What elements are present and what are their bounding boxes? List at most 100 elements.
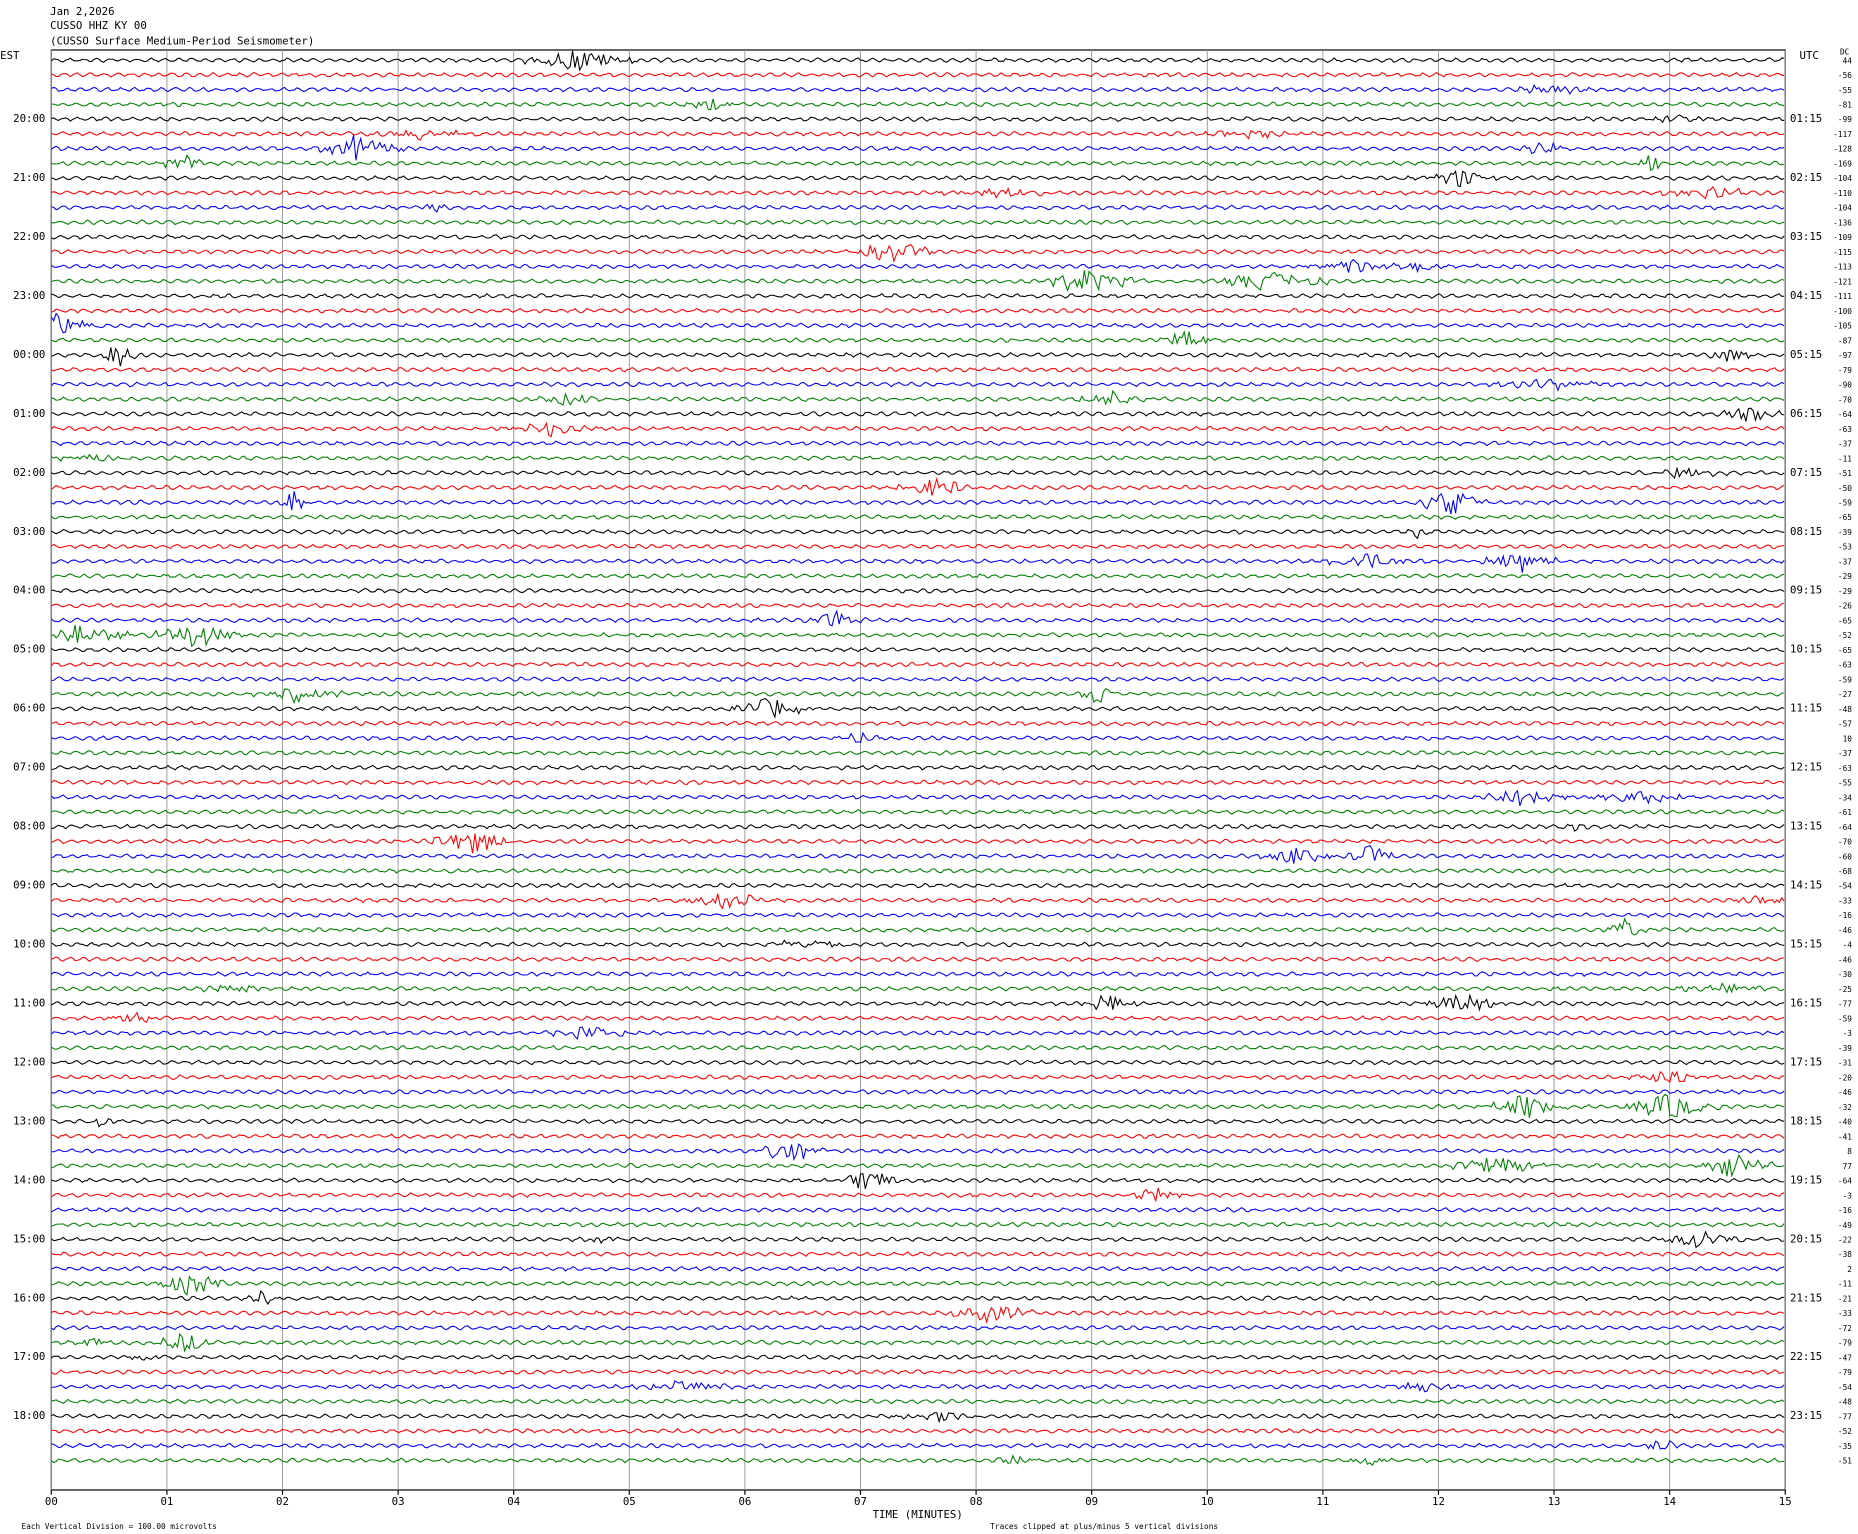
trace	[51, 440, 1785, 447]
dc-offset: -20	[1838, 1073, 1852, 1082]
dc-offset: -111	[1833, 292, 1852, 301]
utc-hour-label: 04:15	[1790, 289, 1822, 302]
dc-offset: -53	[1838, 543, 1852, 552]
x-tick-label: 02	[276, 1495, 289, 1508]
trace	[51, 1173, 1785, 1190]
dc-offset: -51	[1838, 469, 1852, 478]
trace	[51, 1411, 1785, 1424]
dc-offset: -29	[1838, 572, 1852, 581]
dc-offset: -16	[1838, 911, 1852, 920]
trace	[51, 867, 1785, 874]
dc-offset: -47	[1838, 1353, 1852, 1362]
dc-offset: -63	[1838, 425, 1852, 434]
trace	[51, 466, 1785, 480]
dc-offset: -79	[1838, 366, 1852, 375]
est-hour-label: 03:00	[13, 525, 45, 538]
left-axis-label: EST	[0, 49, 20, 62]
trace	[51, 1454, 1785, 1466]
trace	[51, 71, 1785, 78]
trace	[51, 1089, 1785, 1095]
dc-offset: -113	[1833, 263, 1852, 272]
utc-hour-label: 23:15	[1790, 1409, 1822, 1422]
trace	[51, 1117, 1785, 1128]
trace	[51, 186, 1785, 200]
x-tick-label: 06	[738, 1495, 751, 1508]
trace	[51, 98, 1785, 111]
utc-hour-label: 09:15	[1790, 584, 1822, 597]
trace	[51, 330, 1785, 345]
utc-hour-label: 07:15	[1790, 466, 1822, 479]
dc-offset: -100	[1833, 307, 1852, 316]
trace	[51, 939, 1785, 949]
dc-offset: -59	[1838, 675, 1852, 684]
est-hour-label: 06:00	[13, 702, 45, 715]
trace	[50, 1230, 1785, 1249]
dc-offset: -79	[1838, 1339, 1852, 1348]
trace	[50, 1026, 1785, 1041]
dc-offset: 2	[1847, 1265, 1852, 1274]
trace	[51, 1044, 1785, 1051]
x-tick-label: 09	[1085, 1495, 1098, 1508]
dc-offset: -37	[1838, 557, 1852, 566]
trace	[50, 750, 1785, 756]
dc-offset: 8	[1847, 1147, 1852, 1156]
dc-offset: -169	[1833, 159, 1852, 168]
dc-offset: -40	[1838, 1118, 1852, 1127]
dc-offset: -57	[1838, 720, 1852, 729]
utc-hour-label: 01:15	[1790, 112, 1822, 125]
utc-hour-label: 03:15	[1790, 230, 1822, 243]
trace	[51, 982, 1785, 994]
utc-hour-label: 13:15	[1790, 820, 1822, 833]
trace	[50, 50, 1785, 72]
trace	[51, 203, 1785, 213]
dc-offset: -55	[1838, 779, 1852, 788]
dc-offset: -60	[1838, 852, 1852, 861]
est-hour-label: 12:00	[13, 1055, 45, 1068]
trace	[51, 491, 1785, 515]
x-tick-label: 07	[854, 1495, 867, 1508]
trace	[51, 1059, 1785, 1066]
dc-offset: -63	[1838, 764, 1852, 773]
dc-offset: -54	[1838, 882, 1852, 891]
trace	[51, 1093, 1785, 1118]
dc-offset: -77	[1838, 1412, 1852, 1421]
dc-offset: -70	[1838, 395, 1852, 404]
dc-offset: -33	[1838, 896, 1852, 905]
trace	[51, 292, 1785, 299]
trace	[51, 307, 1785, 314]
est-hour-label: 08:00	[13, 820, 45, 833]
utc-hour-label: 17:15	[1790, 1055, 1822, 1068]
est-hour-label: 05:00	[13, 643, 45, 656]
trace	[50, 421, 1785, 438]
utc-hour-label: 14:15	[1790, 879, 1822, 892]
dc-offset: -87	[1838, 336, 1852, 345]
dc-offset: -48	[1838, 1398, 1852, 1407]
dc-offset: -65	[1838, 646, 1852, 655]
x-tick-label: 01	[160, 1495, 173, 1508]
est-hour-label: 13:00	[13, 1114, 45, 1127]
dc-offset: -11	[1838, 454, 1852, 463]
trace	[50, 971, 1785, 977]
dc-offset: -68	[1838, 867, 1852, 876]
dc-offset: -64	[1838, 823, 1852, 832]
utc-hour-label: 10:15	[1790, 643, 1822, 656]
dc-offset: -3	[1843, 1029, 1853, 1038]
trace	[51, 720, 1785, 727]
est-hour-label: 22:00	[13, 230, 45, 243]
est-hour-label: 04:00	[13, 584, 45, 597]
dc-offset: -128	[1833, 145, 1852, 154]
dc-offset: -104	[1833, 204, 1852, 213]
dc-offset: -11	[1838, 1280, 1852, 1289]
x-tick-label: 14	[1663, 1495, 1676, 1508]
dc-offset: 10	[1843, 734, 1853, 743]
est-hour-label: 16:00	[13, 1291, 45, 1304]
dc-offset: -38	[1838, 1250, 1852, 1259]
dc-offset: -90	[1838, 381, 1852, 390]
dc-offset: -104	[1833, 174, 1852, 183]
trace	[50, 661, 1785, 668]
clip-note: Traces clipped at plus/minus 5 vertical …	[990, 1522, 1218, 1531]
trace	[51, 808, 1785, 815]
trace	[51, 1440, 1785, 1450]
dc-offset: -34	[1838, 793, 1852, 802]
dc-offset: 77	[1843, 1162, 1853, 1171]
